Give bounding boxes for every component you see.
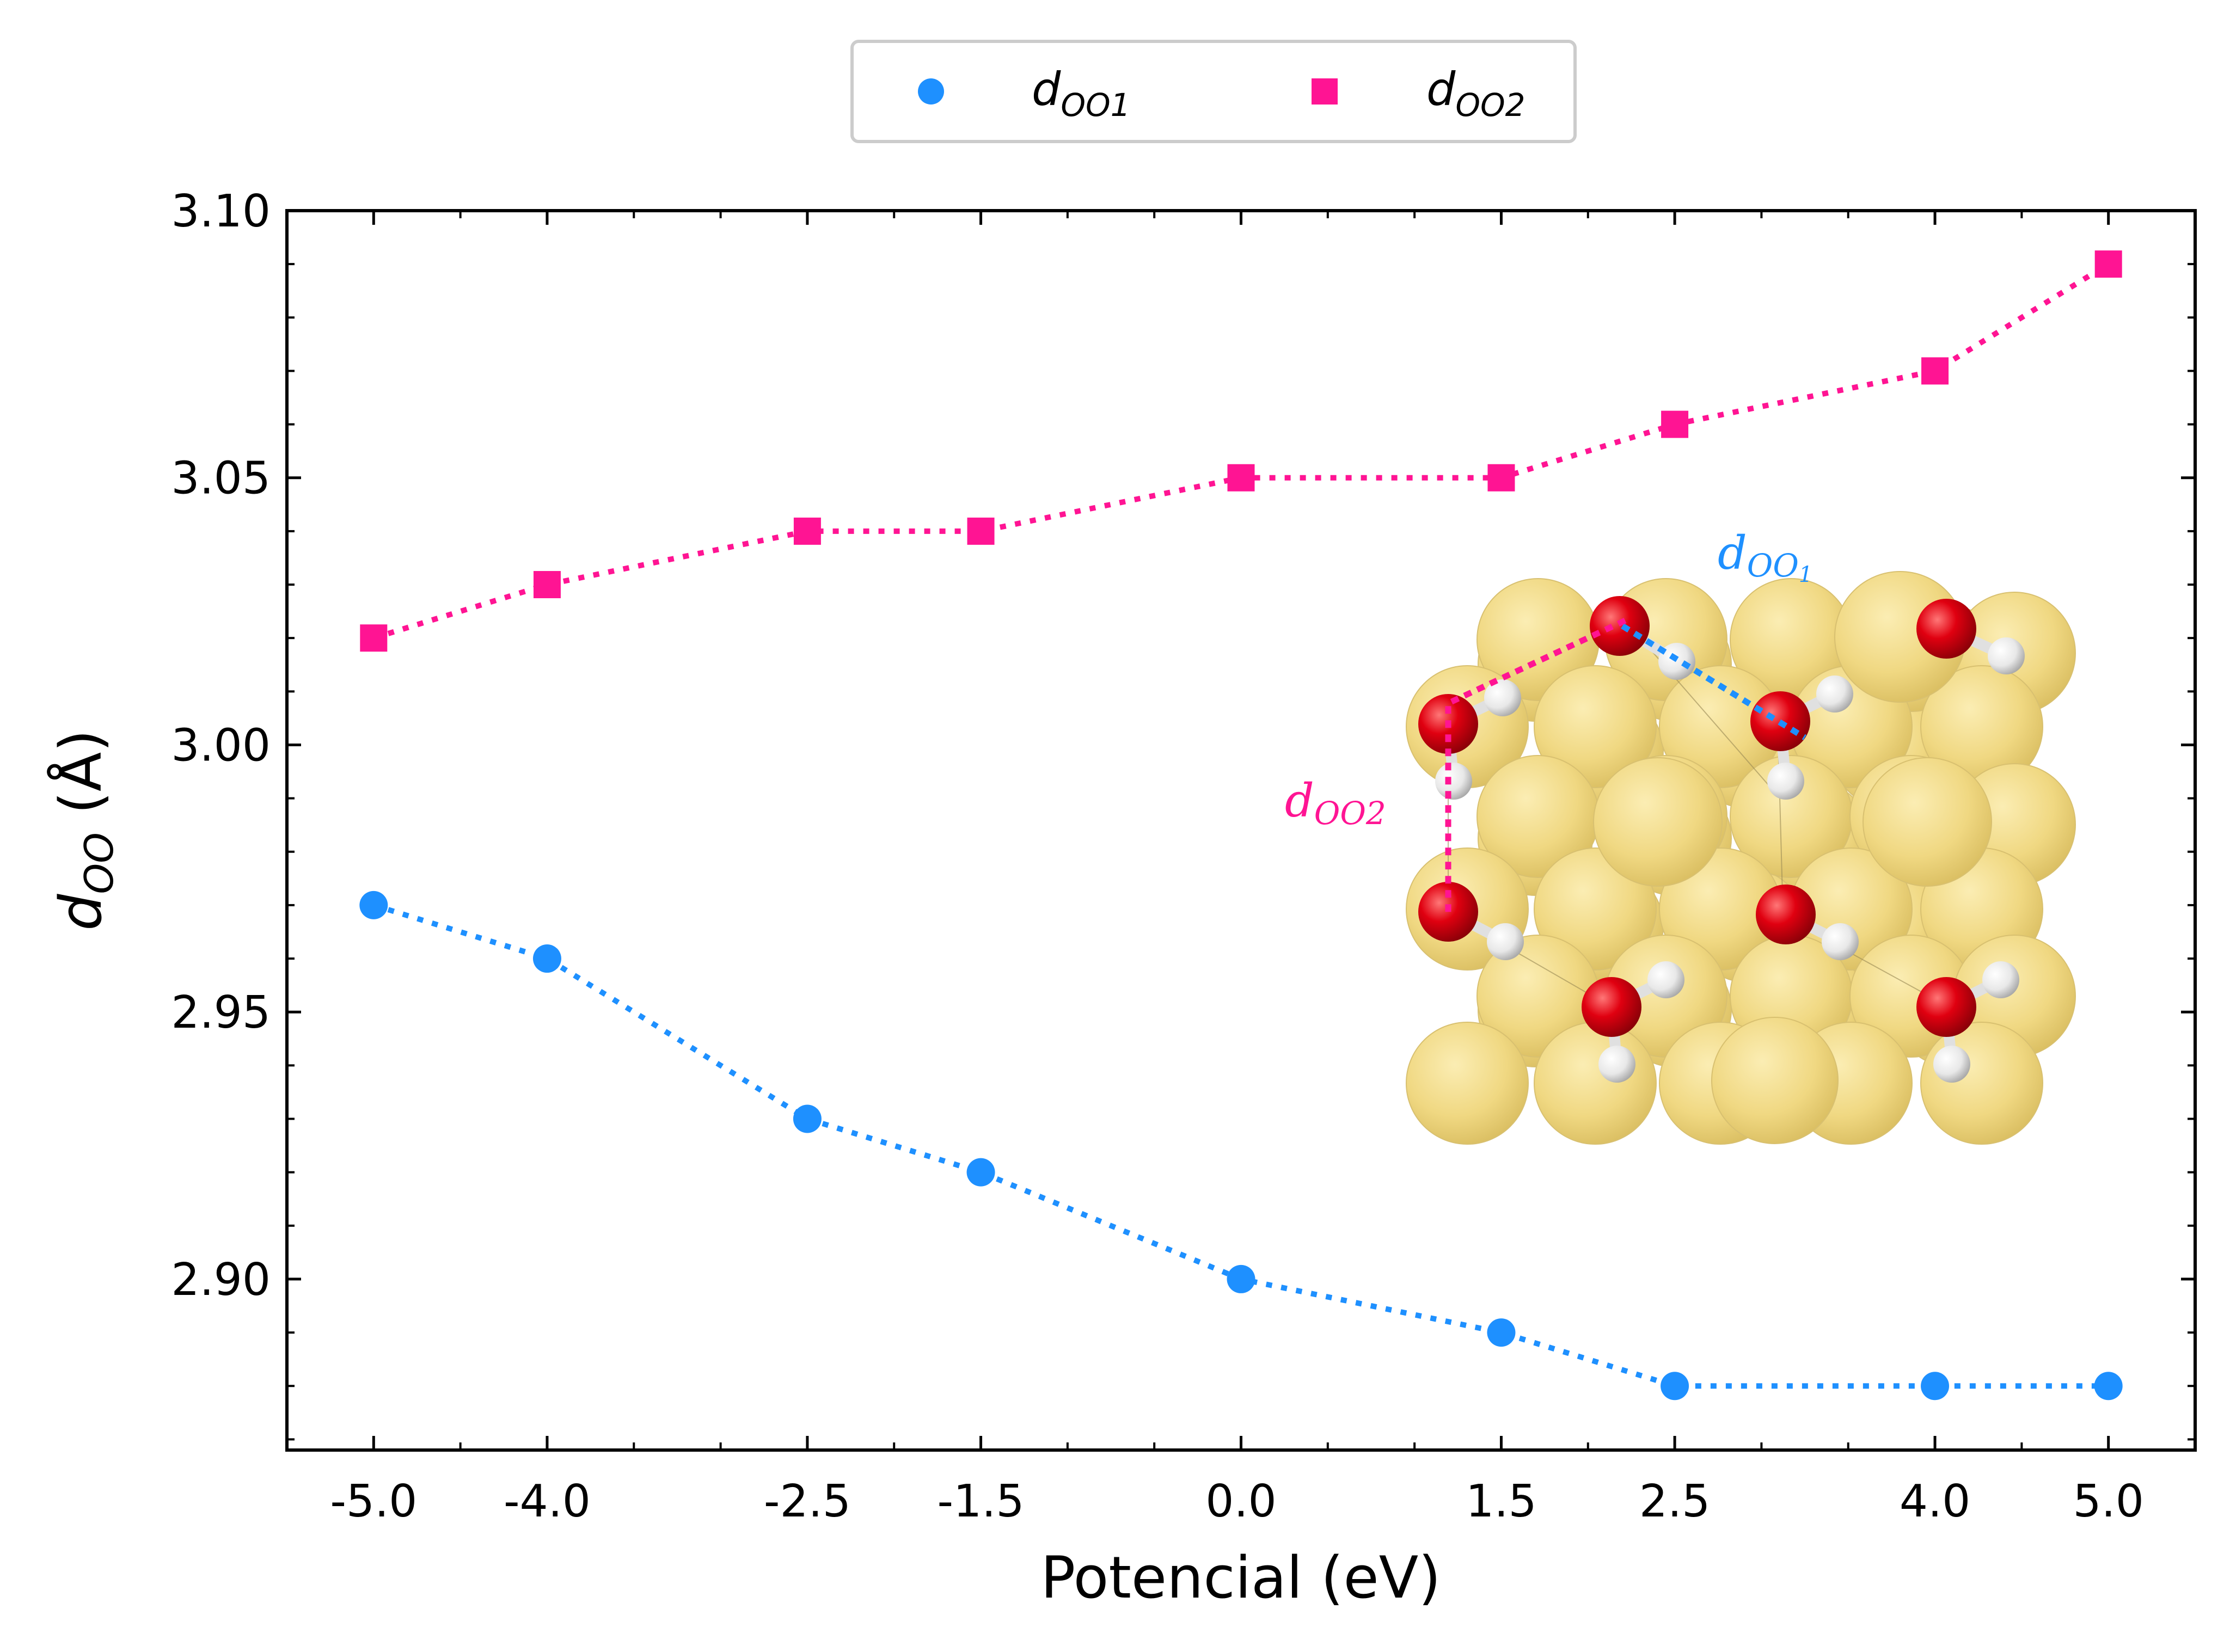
hydrogen-atom — [1982, 961, 2019, 998]
hydrogen-atom — [1822, 923, 1859, 960]
inset-distance-lines — [1445, 618, 1806, 917]
legend-marker-series-2 — [1312, 78, 1338, 105]
series-1-point — [1487, 1318, 1516, 1347]
axis-tick-labels: -5.0 -4.0 -2.5 -1.5 0.0 1.5 2.5 4.0 5.0 2.90 2.95 3… — [171, 186, 2143, 1527]
gold-atom — [1406, 1022, 1529, 1145]
inset-label-d-oo1: dOO1 — [1718, 526, 1812, 587]
series-2-point — [1487, 464, 1515, 492]
y-tick-label: 3.00 — [171, 720, 271, 771]
gold-atom — [1863, 757, 1992, 887]
x-tick-label: 2.5 — [1639, 1476, 1710, 1527]
legend-label-series-2: dOO2 — [1426, 63, 1526, 124]
legend-label-series-1: dOO1 — [1032, 63, 1131, 124]
hydrogen-atom — [1933, 1046, 1970, 1083]
oxygen-atom — [1756, 885, 1816, 944]
hydrogen-atom — [1435, 763, 1472, 800]
gold-atom — [1534, 665, 1657, 788]
series-2-line — [372, 261, 2110, 641]
x-tick-label: 0.0 — [1205, 1476, 1276, 1527]
series-2-point — [2094, 250, 2122, 278]
legend: dOO1 dOO2 — [850, 40, 1577, 143]
hydrogen-atom — [1658, 643, 1695, 680]
series-1-point — [966, 1158, 995, 1187]
hydrogen-atom — [1647, 961, 1684, 998]
y-tick-label: 2.95 — [171, 987, 271, 1039]
x-tick-label: -2.5 — [764, 1476, 851, 1527]
gold-atom — [1534, 1022, 1657, 1145]
series-layer — [359, 250, 2123, 1401]
x-tick-label: 4.0 — [1900, 1476, 1970, 1527]
series-1-point — [359, 891, 388, 919]
series-1-point — [1661, 1372, 1689, 1401]
series-1-point — [1921, 1372, 1950, 1401]
x-axis-title: Potencial (eV) — [1040, 1544, 1441, 1611]
oxygen-atom — [1916, 977, 1976, 1037]
oxygen-atom — [1916, 599, 1976, 659]
series-2-point — [967, 517, 995, 545]
gold-atoms — [1406, 571, 2076, 1145]
inset-illustration: dOO1 dOO2 — [1285, 526, 2076, 1145]
y-tick-label: 3.05 — [171, 453, 271, 505]
hydrogen-atom — [1598, 1046, 1635, 1083]
series-1-point — [2094, 1372, 2123, 1401]
hydrogen-atom — [1487, 923, 1524, 960]
d-oo1-line — [1621, 623, 1806, 740]
gold-atom — [1534, 848, 1657, 971]
axis-ticks — [287, 209, 2195, 1450]
series-2-point — [1227, 464, 1255, 492]
legend-box — [850, 40, 1577, 143]
oxygen-atom — [1582, 977, 1641, 1037]
y-tick-label: 2.90 — [171, 1254, 271, 1306]
legend-marker-series-1 — [918, 78, 944, 105]
series-2-point — [1921, 357, 1949, 385]
series-2-point — [533, 571, 561, 599]
hydrogen-atom — [1988, 637, 2025, 674]
series-2-point — [793, 517, 821, 545]
y-axis-title: dOO (Å) — [47, 729, 122, 931]
hydrogen-atom — [1816, 675, 1853, 713]
hydrogen-atom — [1767, 763, 1804, 800]
x-tick-label: -1.5 — [938, 1476, 1025, 1527]
inset-label-d-oo2: dOO2 — [1285, 774, 1386, 832]
hydroxyl-groups — [1418, 596, 2025, 1083]
gold-atom — [1593, 757, 1723, 887]
hydrogen-atom — [1484, 679, 1521, 716]
series-1-point — [793, 1104, 822, 1133]
x-tick-label: 5.0 — [2073, 1476, 2143, 1527]
series-1-point — [532, 944, 561, 973]
series-2-point — [1661, 410, 1689, 438]
x-tick-label: -5.0 — [330, 1476, 417, 1527]
gold-atom — [1920, 1022, 2043, 1145]
series-1-point — [1227, 1264, 1255, 1293]
x-tick-label: 1.5 — [1466, 1476, 1536, 1527]
series-2-point — [360, 624, 388, 652]
y-tick-label: 3.10 — [171, 186, 271, 237]
x-tick-label: -4.0 — [504, 1476, 591, 1527]
gold-atom — [1711, 1017, 1839, 1144]
